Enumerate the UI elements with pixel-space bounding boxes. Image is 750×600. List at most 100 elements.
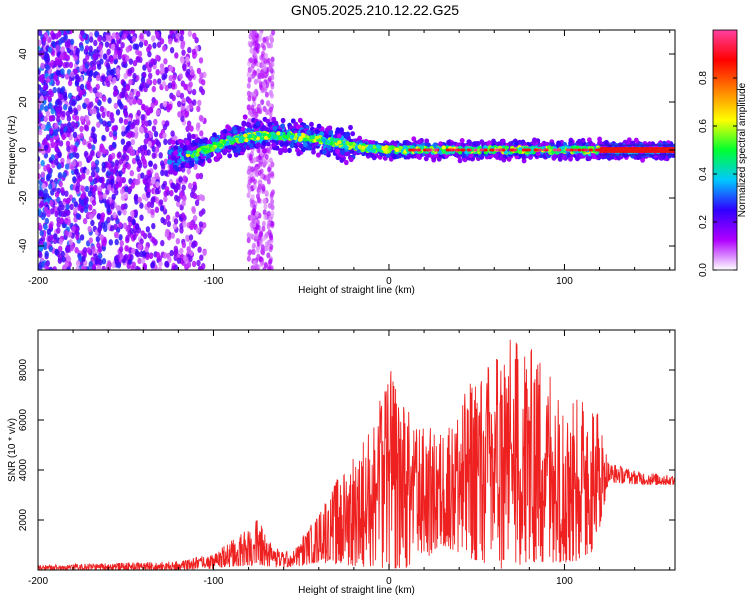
spectral-cell	[43, 54, 48, 61]
spectral-cell	[170, 232, 175, 239]
spectral-cell	[168, 65, 173, 72]
spectral-cell	[85, 97, 90, 105]
spectral-cell	[54, 191, 60, 198]
spectral-cell	[144, 132, 149, 139]
spectral-cell	[296, 151, 302, 157]
spectral-cell	[168, 74, 173, 82]
spectral-cell	[43, 206, 49, 214]
spectral-cell	[247, 186, 252, 193]
spectral-cell	[153, 118, 158, 126]
spectral-cell	[316, 152, 321, 158]
spectral-cell	[289, 143, 295, 149]
spectral-cell	[60, 210, 66, 218]
spectral-cell	[101, 111, 106, 119]
spectral-cell	[167, 256, 172, 263]
spectral-cell	[107, 74, 113, 82]
spectral-cell	[181, 49, 186, 56]
spectral-cell	[191, 242, 196, 249]
spectral-cell	[110, 43, 116, 51]
spectral-cell	[263, 65, 268, 72]
spectral-cell	[76, 104, 82, 112]
spectral-cell	[62, 104, 68, 111]
spectral-cell	[67, 126, 72, 134]
spectral-cell	[266, 252, 271, 259]
spectral-cell	[79, 83, 85, 91]
spectral-cell	[144, 120, 149, 127]
spectral-cell	[198, 114, 204, 122]
spectral-cell	[54, 158, 59, 166]
spectral-cell	[138, 126, 144, 133]
spectral-cell	[170, 130, 175, 137]
spectral-cell	[119, 253, 124, 260]
spectral-cell	[64, 229, 69, 237]
spectral-cell	[108, 144, 113, 152]
spectral-cell	[101, 166, 106, 173]
spectral-cell	[124, 245, 129, 252]
spectral-cell	[57, 172, 63, 179]
spectral-cell	[129, 228, 134, 235]
spectral-cell	[187, 46, 192, 54]
spectral-cell	[130, 30, 136, 34]
spectral-cell	[264, 189, 269, 196]
spectral-cell	[248, 154, 253, 160]
spectral-cell	[184, 162, 190, 168]
spectral-cell	[38, 50, 43, 57]
spectral-cell	[146, 78, 151, 85]
spectral-cell	[65, 198, 70, 205]
spectral-cell	[131, 157, 137, 165]
spectral-cell	[261, 125, 267, 131]
spectral-cell	[248, 33, 253, 40]
spectral-cell	[102, 35, 107, 42]
spectral-cell	[279, 141, 285, 147]
spectral-cell	[58, 245, 63, 252]
spectral-cell	[92, 133, 98, 140]
spectral-cell	[68, 105, 73, 113]
spectral-cell	[47, 235, 52, 243]
spectral-cell	[176, 257, 182, 264]
spectral-cell	[95, 236, 101, 243]
spectral-cell	[179, 142, 185, 149]
spectral-cell	[142, 144, 148, 151]
spectral-cell	[246, 122, 252, 129]
spectral-cell	[92, 209, 97, 216]
spectral-cell	[264, 153, 269, 160]
spectral-cell	[258, 31, 263, 38]
spectral-cell	[123, 109, 128, 117]
spectral-cell	[155, 54, 160, 61]
spectral-cell	[466, 139, 472, 145]
spectral-cell	[87, 154, 93, 162]
spectral-cell	[153, 99, 159, 106]
spectral-cell	[201, 263, 206, 270]
spectral-cell	[111, 193, 116, 201]
spectral-cell	[236, 146, 242, 152]
spectral-cell	[147, 169, 152, 177]
spectral-cell	[60, 123, 65, 130]
spectral-cell	[257, 234, 262, 241]
spectral-cell	[126, 163, 131, 170]
spectral-cell	[192, 99, 197, 106]
spectral-cell	[246, 71, 251, 78]
spectral-cell	[75, 233, 80, 241]
spectral-cell	[251, 72, 256, 79]
spectral-cell	[446, 139, 451, 146]
spectral-cell	[46, 163, 51, 171]
spectral-cell	[60, 46, 65, 53]
spectral-cell	[138, 41, 144, 48]
spectral-cell	[173, 218, 179, 225]
spectral-cell	[88, 45, 93, 52]
spectral-cell	[112, 77, 117, 84]
spectral-cell	[82, 247, 88, 254]
spectral-cell	[140, 149, 146, 157]
spectral-cell	[262, 81, 266, 88]
spectral-cell	[181, 184, 186, 191]
spectral-cell	[86, 247, 92, 254]
spectral-cell	[122, 222, 128, 229]
spectral-cell	[109, 112, 115, 119]
spectral-cell	[171, 265, 176, 270]
spectral-cell	[186, 246, 191, 253]
spectral-cell	[152, 42, 157, 49]
spectral-cell	[47, 46, 53, 54]
spectral-cell	[252, 40, 257, 47]
spectral-cell	[39, 104, 45, 111]
spectral-cell	[40, 76, 45, 84]
